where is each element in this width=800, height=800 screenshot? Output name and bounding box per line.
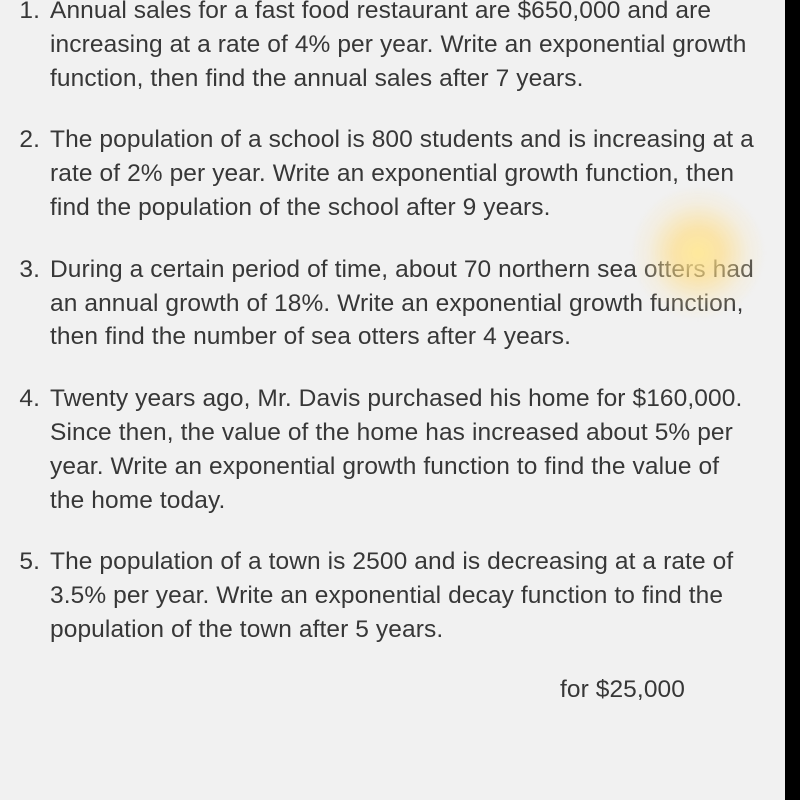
problem-text: Twenty years ago, Mr. Davis purchased hi… (50, 382, 755, 517)
document-page: 1. Annual sales for a fast food restaura… (0, 0, 785, 800)
problem-item: 3. During a certain period of time, abou… (0, 253, 755, 354)
problem-item: 2. The population of a school is 800 stu… (0, 123, 755, 224)
problem-text: During a certain period of time, about 7… (50, 253, 755, 354)
problem-text: The population of a school is 800 studen… (50, 123, 755, 224)
problem-item: 5. The population of a town is 2500 and … (0, 545, 755, 646)
problem-text: Annual sales for a fast food restaurant … (50, 0, 755, 95)
problem-number: 1. (0, 0, 50, 95)
problem-number: 3. (0, 253, 50, 354)
problem-number: 5. (0, 545, 50, 646)
problem-item: 1. Annual sales for a fast food restaura… (0, 0, 755, 95)
partial-cutoff-text: for $25,000 (0, 673, 755, 707)
problem-text: The population of a town is 2500 and is … (50, 545, 755, 646)
problem-number: 2. (0, 123, 50, 224)
problem-number: 4. (0, 382, 50, 517)
problem-item: 4. Twenty years ago, Mr. Davis purchased… (0, 382, 755, 517)
